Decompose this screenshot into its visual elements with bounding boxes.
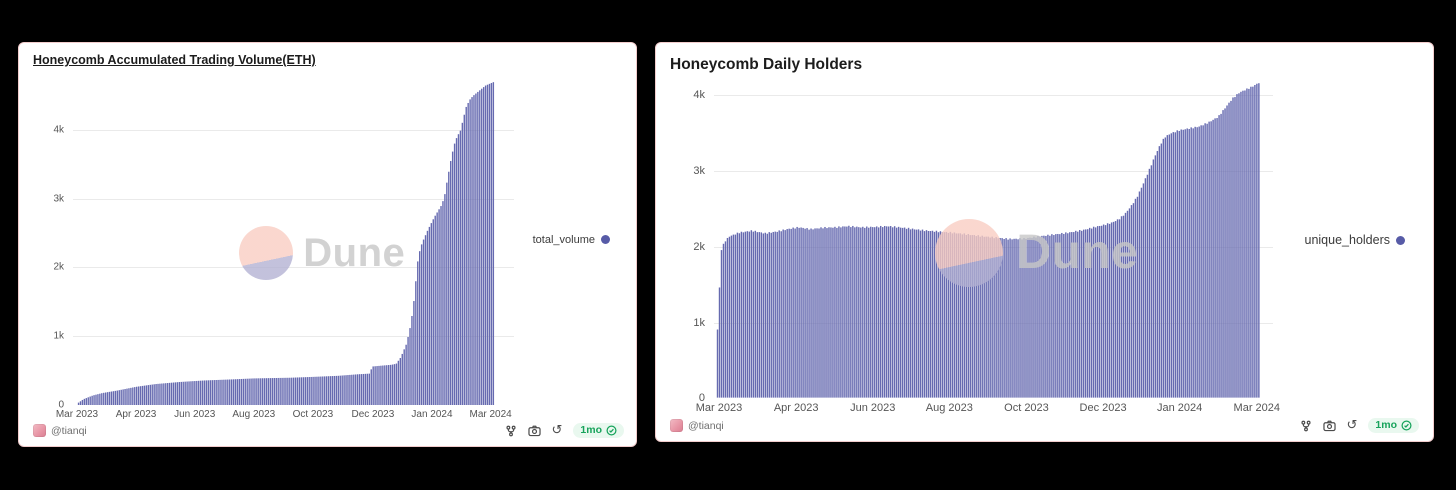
x-tick-label: Apr 2023 [773,402,819,414]
legend-marker-dot [601,235,610,245]
x-tick-label: Dec 2023 [351,409,395,420]
x-tick-label: Jan 2024 [411,409,453,420]
camera-icon[interactable] [1322,420,1336,432]
y-tick-label: 2k [693,240,705,253]
chart-title-link[interactable]: Honeycomb Accumulated Trading Volume(ETH… [33,53,316,67]
chart-card-daily-holders: Honeycomb Daily Holders 0 1k 2k 3k 4k Dune M… [655,42,1434,442]
y-tick-label: 2k [53,261,64,273]
x-tick-label: Jan 2024 [1157,402,1203,414]
chart-area: 0 1k 2k 3k 4k Dune Mar 2023 Apr 2023 Jun 2023 A… [33,77,624,421]
legend-label: unique_holders [1304,233,1391,248]
data-freshness-badge: 1mo [573,423,624,438]
chart-card-trading-volume: Honeycomb Accumulated Trading Volume(ETH… [18,42,637,447]
author-avatar [670,419,683,432]
x-axis: Mar 2023 Apr 2023 Jun 2023 Aug 2023 Oct 2023… [696,398,1280,416]
fork-icon[interactable] [1300,420,1312,432]
gridline [73,198,514,200]
author-handle: @tianqi [688,419,724,432]
x-tick-label: Mar 2024 [1233,402,1281,414]
y-tick-label: 3k [53,193,64,205]
legend: total_volume [514,77,624,421]
y-tick-label: 4k [53,124,64,136]
y-tick-label: 4k [693,89,705,102]
bar-series [716,83,1260,398]
badge-age-text: 1mo [1375,419,1397,432]
footer-actions: ↺ 1mo [1300,418,1419,433]
chart-area: 0 1k 2k 3k 4k Dune Mar 2023 Apr 2023 Jun 2023 A… [670,82,1419,416]
plot-wrap: Dune Mar 2023 Apr 2023 Jun 2023 Aug 2023 Oct… [696,82,1280,416]
legend-marker-dot [1396,235,1405,245]
author-link[interactable]: @tianqi [670,419,724,432]
legend-label: total_volume [532,233,595,246]
y-tick-label: 3k [693,165,705,178]
chart-title-link[interactable]: Honeycomb Daily Holders [670,56,863,73]
data-freshness-badge: 1mo [1368,418,1419,433]
gridline [73,129,514,131]
plot-area: Dune [73,77,514,405]
legend-item-total-volume[interactable]: total_volume [533,234,610,246]
y-tick-label: 1k [53,330,64,342]
x-axis: Mar 2023 Apr 2023 Jun 2023 Aug 2023 Oct 2023… [56,405,514,421]
y-axis: 0 1k 2k 3k 4k [33,77,73,421]
bar-series [77,81,495,405]
footer-actions: ↺ 1mo [505,423,624,438]
refresh-icon[interactable]: ↺ [551,423,563,438]
plot-wrap: Dune Mar 2023 Apr 2023 Jun 2023 Aug 2023 Oct… [56,77,514,421]
x-tick-label: Jun 2023 [174,409,216,420]
x-tick-label: Mar 2023 [55,409,99,420]
x-tick-label: Jun 2023 [850,402,896,414]
refresh-icon[interactable]: ↺ [1346,418,1358,433]
y-axis: 0 1k 2k 3k 4k [670,82,714,416]
x-tick-label: Mar 2024 [469,409,512,420]
legend: unique_holders [1273,82,1419,416]
card-footer: @tianqi ↺ 1mo [670,416,1419,435]
y-tick-label: 0 [58,399,64,411]
gridline [73,335,514,337]
camera-icon[interactable] [527,425,541,437]
gridline [714,171,1273,173]
x-tick-label: Mar 2023 [695,402,743,414]
gridline [73,267,514,269]
plot-area: Dune [714,82,1273,398]
author-handle: @tianqi [51,424,87,437]
x-tick-label: Oct 2023 [1004,402,1049,414]
y-tick-label: 1k [693,316,705,329]
x-tick-label: Aug 2023 [925,402,973,414]
x-tick-label: Aug 2023 [232,409,276,420]
x-tick-label: Oct 2023 [292,409,334,420]
legend-item-unique-holders[interactable]: unique_holders [1304,233,1405,248]
y-tick-label: 0 [698,392,705,405]
gridline [714,95,1273,97]
badge-age-text: 1mo [580,424,602,437]
card-footer: @tianqi ↺ 1mo [33,421,624,440]
check-circle-icon [1401,420,1412,431]
fork-icon[interactable] [505,425,517,437]
author-avatar [33,424,46,437]
author-link[interactable]: @tianqi [33,424,87,437]
x-tick-label: Dec 2023 [1079,402,1127,414]
x-tick-label: Apr 2023 [115,409,157,420]
check-circle-icon [606,425,617,436]
